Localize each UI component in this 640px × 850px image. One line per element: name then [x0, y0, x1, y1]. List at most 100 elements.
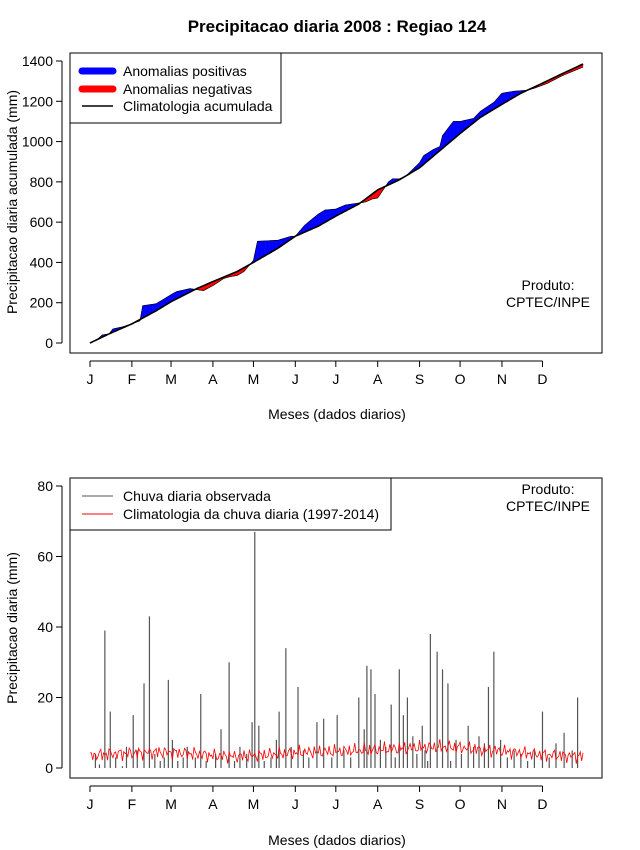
cumulative-month-label: J: [292, 371, 299, 387]
cumulative-month-label: F: [128, 371, 137, 387]
positive-anomaly-segment: [311, 218, 314, 230]
cumulative-y-tick-label: 1200: [22, 93, 53, 109]
daily-legend-box: [69, 477, 392, 531]
positive-anomaly-segment: [450, 122, 453, 142]
positive-anomaly-segment: [449, 124, 451, 144]
cumulative-y-axis-label: Precipitacao diaria acumulada (mm): [4, 90, 20, 314]
cumulative-y-tick-label: 1400: [22, 53, 53, 69]
positive-anomaly-segment: [145, 304, 147, 317]
positive-anomaly-segment: [257, 240, 260, 261]
chart-title: Precipitacao diaria 2008 : Regiao 124: [188, 17, 487, 36]
daily-panel: 0 20 40 60 80 J F M A M J J A S O N D Precipitacao diar…: [4, 477, 603, 848]
cumulative-month-label: J: [87, 371, 94, 387]
positive-anomaly-segment: [443, 131, 446, 148]
positive-anomaly-segment: [451, 120, 454, 141]
positive-anomaly-segment: [264, 240, 266, 257]
positive-anomaly-segment: [270, 240, 273, 253]
positive-anomaly-segment: [322, 210, 324, 225]
daily-month-label: J: [332, 796, 339, 812]
positive-anomaly-segment: [319, 212, 322, 226]
legend-label-daily-climatology: Climatologia da chuva diaria (1997-2014): [123, 506, 379, 522]
positive-anomaly-segment: [312, 216, 315, 229]
positive-anomaly-segment: [503, 92, 505, 104]
cumulative-month-label: A: [373, 371, 383, 387]
daily-month-label: N: [497, 796, 507, 812]
daily-month-label: A: [373, 796, 383, 812]
cumulative-y-tick-label: 1000: [22, 134, 53, 150]
positive-anomaly-segment: [146, 304, 149, 317]
legend-label-negative: Anomalias negativas: [123, 81, 252, 97]
cumulative-month-label: N: [497, 371, 507, 387]
cumulative-month-label: S: [415, 371, 424, 387]
positive-anomaly-segment: [318, 212, 320, 227]
product-source-2: CPTEC/INPE: [506, 498, 590, 514]
cumulative-y-tick-label: 600: [30, 214, 54, 230]
positive-anomaly-segment: [316, 213, 319, 228]
product-label-2: Produto:: [522, 481, 575, 497]
positive-anomaly-segment: [457, 121, 459, 137]
positive-anomaly-segment: [326, 209, 328, 222]
positive-anomaly-segment: [309, 219, 312, 231]
positive-anomaly-segment: [320, 211, 323, 225]
cumulative-climatology-line: [89, 63, 584, 344]
daily-y-axis-label: Precipitacao diaria (mm): [4, 552, 20, 704]
legend-label-observed: Chuva diaria observada: [123, 488, 271, 504]
daily-month-label: J: [87, 796, 94, 812]
daily-month-label: M: [165, 796, 177, 812]
positive-anomaly-segment: [500, 92, 503, 106]
cumulative-month-label: M: [248, 371, 260, 387]
daily-y-axis: 0 20 40 60 80: [37, 478, 63, 776]
daily-month-label: J: [292, 796, 299, 812]
positive-anomaly-segment: [454, 121, 457, 139]
cumulative-x-axis-label: Meses (dados diarios): [268, 406, 406, 422]
positive-anomaly-segment: [445, 129, 447, 147]
daily-month-label: D: [537, 796, 547, 812]
positive-anomaly-segment: [259, 240, 262, 259]
cumulative-y-tick-label: 400: [30, 254, 54, 270]
positive-anomaly-segment: [308, 220, 311, 231]
daily-y-tick-label: 60: [37, 549, 53, 565]
daily-y-tick-label: 80: [37, 478, 53, 494]
positive-anomaly-segment: [323, 209, 326, 224]
daily-month-label: S: [415, 796, 424, 812]
product-label-1: Produto:: [522, 277, 575, 293]
positive-anomaly-segment: [142, 305, 145, 319]
daily-climatology-line: [89, 739, 584, 764]
positive-anomaly-segment: [327, 209, 330, 222]
daily-month-label: M: [248, 796, 260, 812]
positive-anomaly-segment: [269, 240, 272, 254]
positive-anomaly-segment: [268, 240, 270, 255]
cumulative-y-tick-label: 200: [30, 295, 54, 311]
cumulative-plot-frame: [69, 52, 603, 354]
positive-anomaly-segment: [261, 240, 264, 259]
cumulative-month-label: D: [537, 371, 547, 387]
positive-anomaly-segment: [501, 92, 504, 105]
positive-anomaly-segment: [446, 127, 449, 146]
daily-x-axis-label: Meses (dados diarios): [268, 832, 406, 848]
legend-label-positive: Anomalias positivas: [123, 63, 247, 79]
positive-anomaly-segment: [455, 121, 458, 138]
positive-anomaly-segment: [315, 214, 318, 228]
positive-anomaly-segment: [324, 209, 327, 223]
positive-anomaly-segment: [447, 126, 450, 145]
cumulative-month-label: O: [455, 371, 466, 387]
cumulative-y-tick-label: 800: [30, 174, 54, 190]
positive-anomaly-segment: [272, 240, 274, 252]
daily-month-label: F: [128, 796, 137, 812]
daily-y-tick-label: 20: [37, 690, 53, 706]
positive-anomaly-segment: [314, 215, 316, 229]
positive-anomaly-segment: [258, 240, 261, 260]
daily-legend: Chuva diaria observada Climatologia da c…: [69, 477, 392, 531]
cumulative-observed-line: [89, 66, 584, 344]
cumulative-legend: Anomalias positivas Anomalias negativas …: [69, 52, 282, 124]
legend-label-climatology: Climatologia acumulada: [123, 98, 273, 114]
cumulative-month-label: A: [208, 371, 218, 387]
daily-month-label: O: [455, 796, 466, 812]
positive-anomaly-segment: [265, 240, 268, 256]
cumulative-panel: 0 200 400 600 800 1000 1200 1400 J F M A M J J A S O N D P…: [4, 52, 603, 422]
daily-observed-bars: [94, 531, 579, 768]
cumulative-month-label: M: [165, 371, 177, 387]
positive-anomaly-segment: [147, 304, 150, 316]
positive-anomaly-segment: [453, 121, 455, 140]
